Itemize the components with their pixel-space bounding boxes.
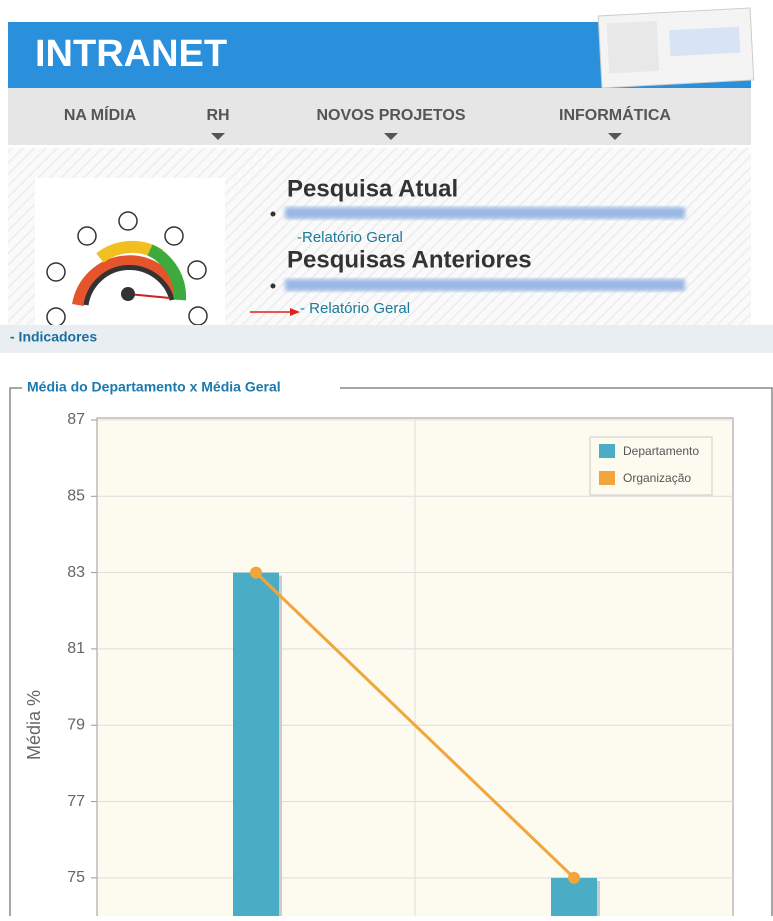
heading: Pesquisas Anteriores bbox=[287, 246, 532, 273]
blurred-item bbox=[285, 207, 685, 219]
y-tick-label: 81 bbox=[67, 640, 85, 657]
link[interactable]: -Relatório Geral bbox=[297, 229, 403, 246]
y-tick-label: 77 bbox=[67, 793, 85, 810]
nav-item[interactable]: NA MÍDIA bbox=[64, 105, 137, 124]
nav-item[interactable]: INFORMÁTICA bbox=[559, 105, 671, 124]
heading: Pesquisa Atual bbox=[287, 175, 458, 202]
y-tick-label: 75 bbox=[67, 869, 85, 886]
blurred-item bbox=[285, 279, 685, 291]
section-bar bbox=[0, 325, 773, 353]
page: INTRANET NA MÍDIA RH NOVOS PROJETOS INFORMÁ… bbox=[0, 0, 773, 916]
line-point bbox=[568, 872, 580, 884]
y-axis-label: Média % bbox=[24, 690, 44, 760]
legend-label: Organização bbox=[623, 471, 691, 485]
chart-title: Média do Departamento x Média Geral bbox=[27, 379, 281, 395]
link[interactable]: - Relatório Geral bbox=[300, 300, 410, 317]
bar bbox=[233, 573, 279, 916]
gauge bbox=[35, 178, 225, 326]
screen: INTRANET NA MÍDIA RH NOVOS PROJETOS INFORMÁ… bbox=[0, 0, 773, 916]
bullet bbox=[271, 284, 276, 289]
legend-label: Departamento bbox=[623, 444, 699, 458]
section-title: - Indicadores bbox=[10, 329, 97, 345]
nav-item[interactable]: RH bbox=[206, 107, 229, 124]
legend-swatch bbox=[599, 471, 615, 485]
y-tick-label: 87 bbox=[67, 411, 85, 428]
header-thumbnail bbox=[598, 8, 754, 88]
y-tick-label: 85 bbox=[67, 488, 85, 505]
site-title: INTRANET bbox=[35, 33, 227, 75]
y-tick-label: 79 bbox=[67, 716, 85, 733]
nav-item[interactable]: NOVOS PROJETOS bbox=[316, 107, 465, 124]
y-tick-label: 83 bbox=[67, 564, 85, 581]
line-point bbox=[250, 567, 262, 579]
legend-swatch bbox=[599, 444, 615, 458]
bullet bbox=[271, 212, 276, 217]
